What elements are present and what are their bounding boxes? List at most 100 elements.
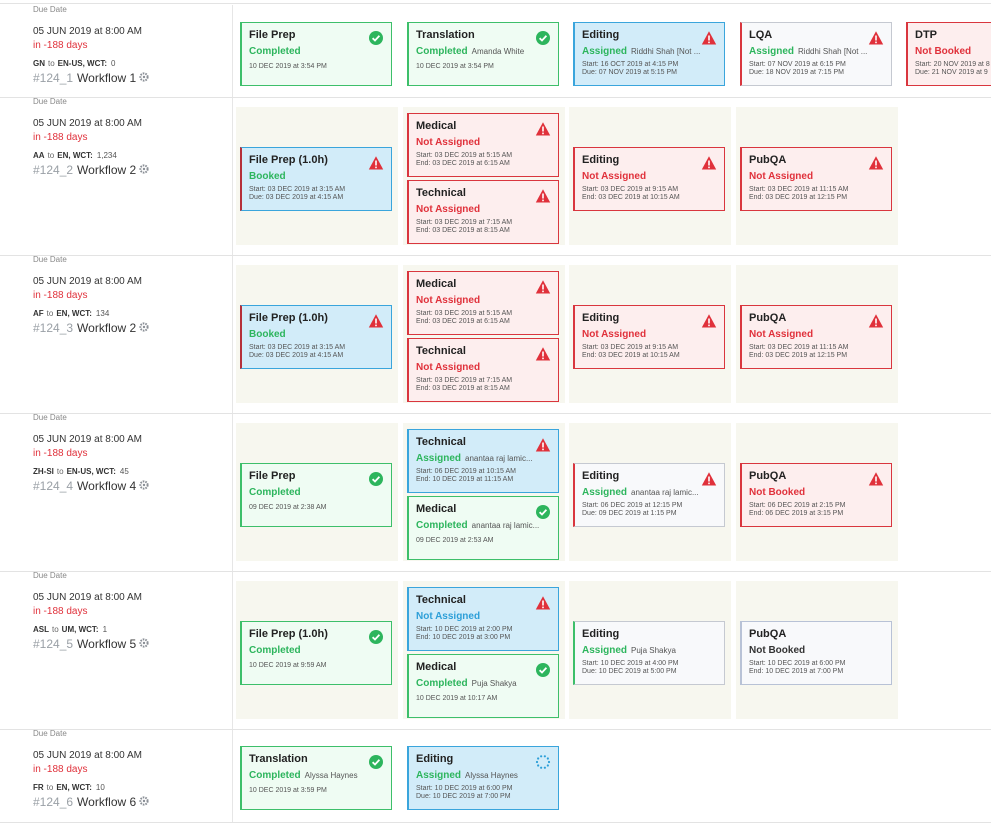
task-date: 10 DEC 2019 at 9:59 AM bbox=[249, 662, 327, 669]
task-card[interactable]: Technical Not Assigned Start: 10 DEC 2019 … bbox=[407, 587, 559, 651]
target-language: EN-US, bbox=[57, 59, 85, 68]
task-card[interactable]: Editing Assigned Puja Shakya Start: 10 DEC … bbox=[573, 621, 725, 685]
task-date: 09 DEC 2019 at 2:38 AM bbox=[249, 504, 327, 511]
assignee: anantaa raj lamic... bbox=[465, 454, 533, 463]
task-title: Medical bbox=[416, 278, 457, 290]
assignee: Alyssa Haynes bbox=[304, 771, 358, 780]
warn-icon bbox=[701, 314, 717, 328]
task-card[interactable]: File Prep (1.0h) Booked Start: 03 DEC 2019… bbox=[240, 147, 392, 211]
task-status: Completed Alyssa Haynes bbox=[249, 770, 358, 781]
warn-icon bbox=[868, 156, 884, 170]
task-card[interactable]: PubQA Not Booked Start: 10 DEC 2019 at 6:0… bbox=[740, 621, 892, 685]
target-language: EN, bbox=[57, 151, 71, 160]
job-id[interactable]: #124_4 bbox=[33, 479, 74, 493]
settings-icon[interactable] bbox=[139, 480, 149, 490]
to-label: to bbox=[52, 625, 59, 634]
due-label: Due Date bbox=[33, 413, 67, 422]
task-card[interactable]: PubQA Not Assigned Start: 03 DEC 2019 at 1… bbox=[740, 147, 892, 211]
task-card[interactable]: LQA Assigned Riddhi Shah [Not ... Start: 07… bbox=[740, 22, 892, 86]
workflow-name[interactable]: Workflow 4 bbox=[77, 479, 137, 493]
task-status: Assigned Riddhi Shah [Not ... bbox=[582, 46, 700, 57]
task-card[interactable]: Technical Not Assigned Start: 03 DEC 2019 … bbox=[407, 338, 559, 402]
task-status: Not Assigned bbox=[749, 329, 813, 340]
warn-icon bbox=[535, 347, 551, 361]
task-card[interactable]: Medical Not Assigned Start: 03 DEC 2019 at… bbox=[407, 113, 559, 177]
workflow-name[interactable]: Workflow 6 bbox=[77, 795, 137, 809]
status-text: Not Booked bbox=[915, 46, 972, 57]
workflow-name[interactable]: Workflow 2 bbox=[77, 321, 137, 335]
task-title: Editing bbox=[582, 470, 620, 482]
status-text: Completed bbox=[416, 520, 468, 531]
task-card[interactable]: Technical Assigned anantaa raj lamic... Sta… bbox=[407, 429, 559, 493]
language-pair: AA to EN, WCT: 1,234 bbox=[33, 151, 117, 160]
task-date: End: 03 DEC 2019 at 6:15 AM bbox=[416, 318, 510, 325]
warn-icon bbox=[868, 31, 884, 45]
task-title: File Prep bbox=[249, 470, 296, 482]
status-text: Not Assigned bbox=[416, 204, 481, 215]
settings-icon[interactable] bbox=[139, 796, 149, 806]
task-date: 10 DEC 2019 at 3:54 PM bbox=[249, 63, 327, 70]
task-card[interactable]: PubQA Not Assigned Start: 03 DEC 2019 at 1… bbox=[740, 305, 892, 369]
to-label: to bbox=[48, 59, 55, 68]
job-line: #124_4 Workflow 4 bbox=[33, 479, 149, 493]
status-text: Assigned bbox=[416, 770, 462, 781]
wct-label: WCT: bbox=[71, 309, 92, 318]
bottom-border bbox=[0, 822, 991, 823]
job-id[interactable]: #124_1 bbox=[33, 71, 74, 85]
job-line: #124_3 Workflow 2 bbox=[33, 321, 149, 335]
due-label: Due Date bbox=[33, 97, 67, 106]
language-pair: FR to EN, WCT: 10 bbox=[33, 783, 105, 792]
to-label: to bbox=[56, 467, 64, 476]
job-id[interactable]: #124_3 bbox=[33, 321, 74, 335]
job-id[interactable]: #124_5 bbox=[33, 637, 74, 651]
status-text: Completed bbox=[249, 770, 301, 781]
task-card[interactable]: File Prep Completed 09 DEC 2019 at 2:38 AM bbox=[240, 463, 392, 527]
status-text: Not Assigned bbox=[416, 611, 481, 622]
task-status: Not Assigned bbox=[416, 137, 480, 148]
job-id[interactable]: #124_6 bbox=[33, 795, 74, 809]
task-card[interactable]: Translation Completed Alyssa Haynes 10 DEC … bbox=[240, 746, 392, 810]
settings-icon[interactable] bbox=[139, 322, 149, 332]
task-card[interactable]: File Prep Completed 10 DEC 2019 at 3:54 PM bbox=[240, 22, 392, 86]
task-card[interactable]: Editing Assigned anantaa raj lamic... Start… bbox=[573, 463, 725, 527]
task-card[interactable]: Medical Completed Puja Shakya 10 DEC 2019 a… bbox=[407, 654, 559, 718]
wct-label: WCT: bbox=[95, 467, 116, 476]
due-in: in -188 days bbox=[33, 132, 88, 143]
task-card[interactable]: Editing Assigned Alyssa Haynes Start: 10 DE… bbox=[407, 746, 559, 810]
spinner-icon bbox=[535, 755, 551, 769]
task-card[interactable]: DTP Not Booked Start: 20 NOV 2019 at 8 Due:… bbox=[906, 22, 991, 86]
task-card[interactable]: Medical Not Assigned Start: 03 DEC 2019 at… bbox=[407, 271, 559, 335]
due-in: in -188 days bbox=[33, 40, 88, 51]
workflow-name[interactable]: Workflow 1 bbox=[77, 71, 137, 85]
task-date: Start: 03 DEC 2019 at 9:15 AM bbox=[582, 186, 679, 193]
warn-icon bbox=[701, 472, 717, 486]
workflow-name[interactable]: Workflow 5 bbox=[77, 637, 137, 651]
wct-label: WCT: bbox=[71, 783, 92, 792]
task-card[interactable]: Editing Assigned Riddhi Shah [Not ... Start… bbox=[573, 22, 725, 86]
language-pair: ASL to UM, WCT: 1 bbox=[33, 625, 107, 634]
task-card[interactable]: File Prep (1.0h) Completed 10 DEC 2019 at … bbox=[240, 621, 392, 685]
task-card[interactable]: Medical Completed anantaa raj lamic... 09 D… bbox=[407, 496, 559, 560]
task-card[interactable]: Translation Completed Amanda White 10 DEC 2… bbox=[407, 22, 559, 86]
settings-icon[interactable] bbox=[139, 72, 149, 82]
job-id[interactable]: #124_2 bbox=[33, 163, 74, 177]
task-card[interactable]: Editing Not Assigned Start: 03 DEC 2019 at… bbox=[573, 305, 725, 369]
task-card[interactable]: Technical Not Assigned Start: 03 DEC 2019 … bbox=[407, 180, 559, 244]
due-date: 05 JUN 2019 at 8:00 AM bbox=[33, 750, 142, 761]
check-icon bbox=[536, 505, 550, 519]
due-label: Due Date bbox=[33, 729, 67, 738]
assignee: Alyssa Haynes bbox=[465, 771, 518, 780]
task-card[interactable]: PubQA Not Booked Start: 06 DEC 2019 at 2:1… bbox=[740, 463, 892, 527]
task-date: Start: 06 DEC 2019 at 12:15 PM bbox=[582, 502, 683, 509]
settings-icon[interactable] bbox=[139, 638, 149, 648]
settings-icon[interactable] bbox=[139, 164, 149, 174]
status-text: Assigned bbox=[749, 46, 795, 57]
task-card[interactable]: File Prep (1.0h) Booked Start: 03 DEC 2019… bbox=[240, 305, 392, 369]
workflow-name[interactable]: Workflow 2 bbox=[77, 163, 137, 177]
task-title: Technical bbox=[416, 436, 466, 448]
task-date: Start: 03 DEC 2019 at 3:15 AM bbox=[249, 344, 346, 351]
source-language: FR bbox=[33, 783, 44, 792]
task-card[interactable]: Editing Not Assigned Start: 03 DEC 2019 at… bbox=[573, 147, 725, 211]
task-date: Due: 10 DEC 2019 at 5:00 PM bbox=[582, 668, 677, 675]
warn-icon bbox=[535, 122, 551, 136]
